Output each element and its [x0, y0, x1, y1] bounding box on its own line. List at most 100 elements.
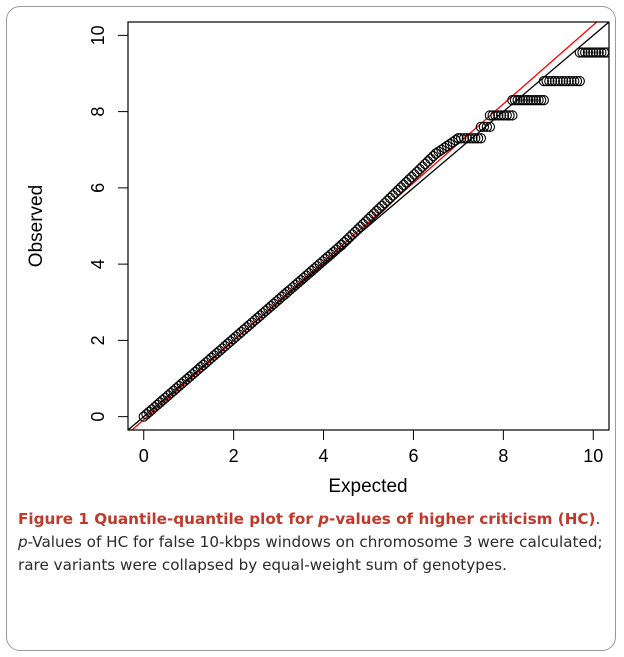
data-point	[461, 133, 472, 144]
data-point	[487, 110, 498, 121]
data-point	[544, 75, 555, 87]
data-point	[439, 142, 450, 153]
data-point	[414, 164, 425, 175]
x-tick-label: 4	[319, 446, 329, 466]
data-point	[509, 95, 521, 106]
x-tick-label: 2	[229, 446, 239, 466]
data-point	[596, 47, 607, 58]
data-point	[409, 169, 420, 180]
x-tick-label: 6	[408, 446, 418, 466]
data-point	[507, 110, 518, 121]
data-point	[403, 174, 415, 185]
data-point	[580, 47, 591, 58]
x-tick-label: 0	[139, 446, 149, 466]
data-point	[530, 95, 542, 106]
axes: 0 2 4 6 8 10 0 2 4 6 8 10	[88, 25, 603, 466]
data-point	[577, 47, 588, 58]
data-point	[371, 205, 382, 217]
y-tick-label: 0	[88, 412, 108, 422]
data-point	[481, 121, 493, 133]
data-point	[484, 110, 496, 121]
data-point	[517, 95, 528, 106]
data-point	[574, 75, 585, 87]
data-point	[558, 75, 569, 87]
data-point	[515, 95, 526, 106]
data-point	[382, 195, 393, 206]
data-point	[363, 213, 374, 225]
y-axis-label: Observed	[26, 185, 47, 267]
data-point	[411, 166, 423, 178]
y-tick-label: 4	[88, 259, 108, 269]
data-point	[541, 75, 552, 87]
data-point	[593, 47, 604, 58]
data-point	[347, 229, 358, 240]
data-point	[366, 211, 377, 222]
data-point	[478, 121, 490, 133]
data-point	[374, 203, 385, 214]
data-point	[512, 95, 523, 106]
data-point	[566, 75, 577, 87]
data-point	[536, 95, 547, 106]
qq-plot: 0 2 4 6 8 10 0 2 4 6 8 10 Expected Observed	[26, 21, 610, 497]
x-axis-label: Expected	[328, 476, 407, 497]
data-point	[522, 95, 534, 106]
data-point	[538, 75, 549, 87]
data-point	[419, 158, 431, 170]
data-point	[467, 133, 478, 144]
red-reference-line	[131, 22, 598, 430]
data-point	[447, 136, 458, 148]
data-point	[484, 121, 496, 133]
data-point	[525, 95, 536, 106]
reference-lines	[128, 22, 609, 430]
data-point	[398, 179, 409, 191]
caption-body: p-Values of HC for false 10-kbps windows…	[18, 533, 603, 574]
data-point	[379, 198, 390, 209]
data-point	[433, 146, 444, 157]
data-point	[574, 47, 585, 58]
data-point	[453, 133, 464, 144]
data-point	[590, 47, 602, 58]
y-tick-label: 6	[88, 183, 108, 193]
data-point	[601, 47, 609, 58]
data-point	[384, 192, 396, 204]
data-point	[555, 75, 566, 87]
data-point	[401, 177, 412, 188]
caption-period: .	[595, 510, 601, 528]
data-point	[456, 133, 467, 144]
data-point	[458, 133, 470, 144]
data-point	[552, 75, 563, 87]
data-point	[475, 133, 487, 144]
data-point	[442, 140, 453, 152]
data-point	[501, 110, 512, 121]
y-tick-label: 2	[88, 335, 108, 345]
data-point	[387, 190, 398, 201]
data-points	[138, 47, 609, 422]
data-point	[470, 133, 481, 144]
data-point	[390, 187, 401, 198]
data-point	[588, 47, 599, 58]
data-point	[395, 182, 407, 193]
data-point	[533, 95, 544, 106]
data-point	[490, 110, 501, 121]
data-point	[549, 75, 561, 87]
figure-frame	[6, 6, 616, 651]
caption-title: Figure 1 Quantile-quantile plot for p-va…	[18, 510, 596, 528]
data-point	[357, 218, 369, 230]
data-point	[472, 133, 484, 144]
data-point	[393, 185, 404, 196]
x-tick-label: 8	[498, 446, 508, 466]
data-point	[355, 221, 366, 232]
data-point	[464, 133, 475, 144]
plot-box	[127, 21, 610, 431]
data-point	[368, 208, 380, 219]
y-tick-label: 8	[88, 107, 108, 117]
data-point	[430, 148, 442, 159]
y-tick-label: 10	[88, 25, 108, 45]
data-point	[425, 153, 436, 164]
data-point	[339, 237, 350, 248]
data-point	[582, 47, 594, 58]
x-tick-label: 10	[583, 446, 603, 466]
data-point	[507, 95, 518, 106]
data-point	[341, 234, 353, 245]
data-point	[360, 216, 371, 227]
